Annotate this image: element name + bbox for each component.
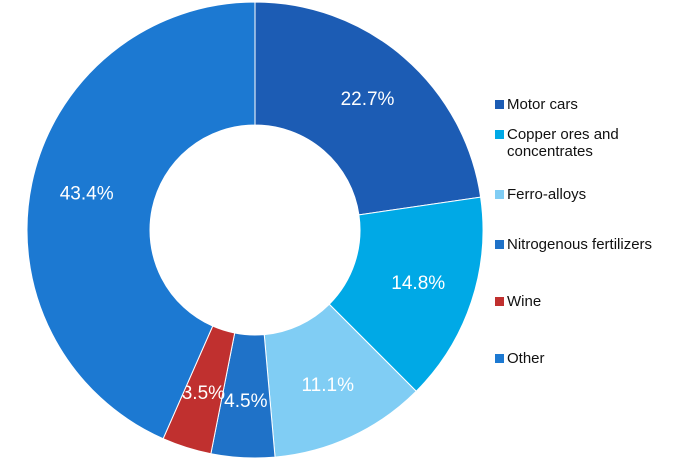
legend-item: Motor cars <box>495 96 695 113</box>
data-label: 22.7% <box>341 89 395 110</box>
data-label: 11.1% <box>302 375 355 396</box>
legend-swatch <box>495 130 504 139</box>
legend-item: Nitrogenous fertilizers <box>495 236 695 253</box>
legend-label: Motor cars <box>507 96 578 113</box>
legend-item: Copper ores and concentrates <box>495 126 695 160</box>
legend-swatch <box>495 100 504 109</box>
legend-label: Other <box>507 350 545 367</box>
slice <box>26 1 256 440</box>
slice <box>328 196 484 392</box>
legend-swatch <box>495 297 504 306</box>
data-label: 4.5% <box>224 391 267 412</box>
legend-item: Ferro-alloys <box>495 186 695 203</box>
data-label: 14.8% <box>391 273 445 294</box>
data-label: 43.4% <box>60 184 114 205</box>
legend-label: Wine <box>507 293 542 310</box>
legend-item: Other <box>495 350 695 367</box>
legend-swatch <box>495 354 504 363</box>
legend-label: Nitrogenous fertilizers <box>507 236 653 253</box>
legend-item: Wine <box>495 293 695 310</box>
slice <box>254 1 482 216</box>
legend-label: Copper ores and concentrates <box>507 126 619 160</box>
legend-swatch <box>495 190 504 199</box>
data-label: 3.5% <box>182 383 225 404</box>
legend-label: Ferro-alloys <box>507 186 587 203</box>
legend-swatch <box>495 240 504 249</box>
